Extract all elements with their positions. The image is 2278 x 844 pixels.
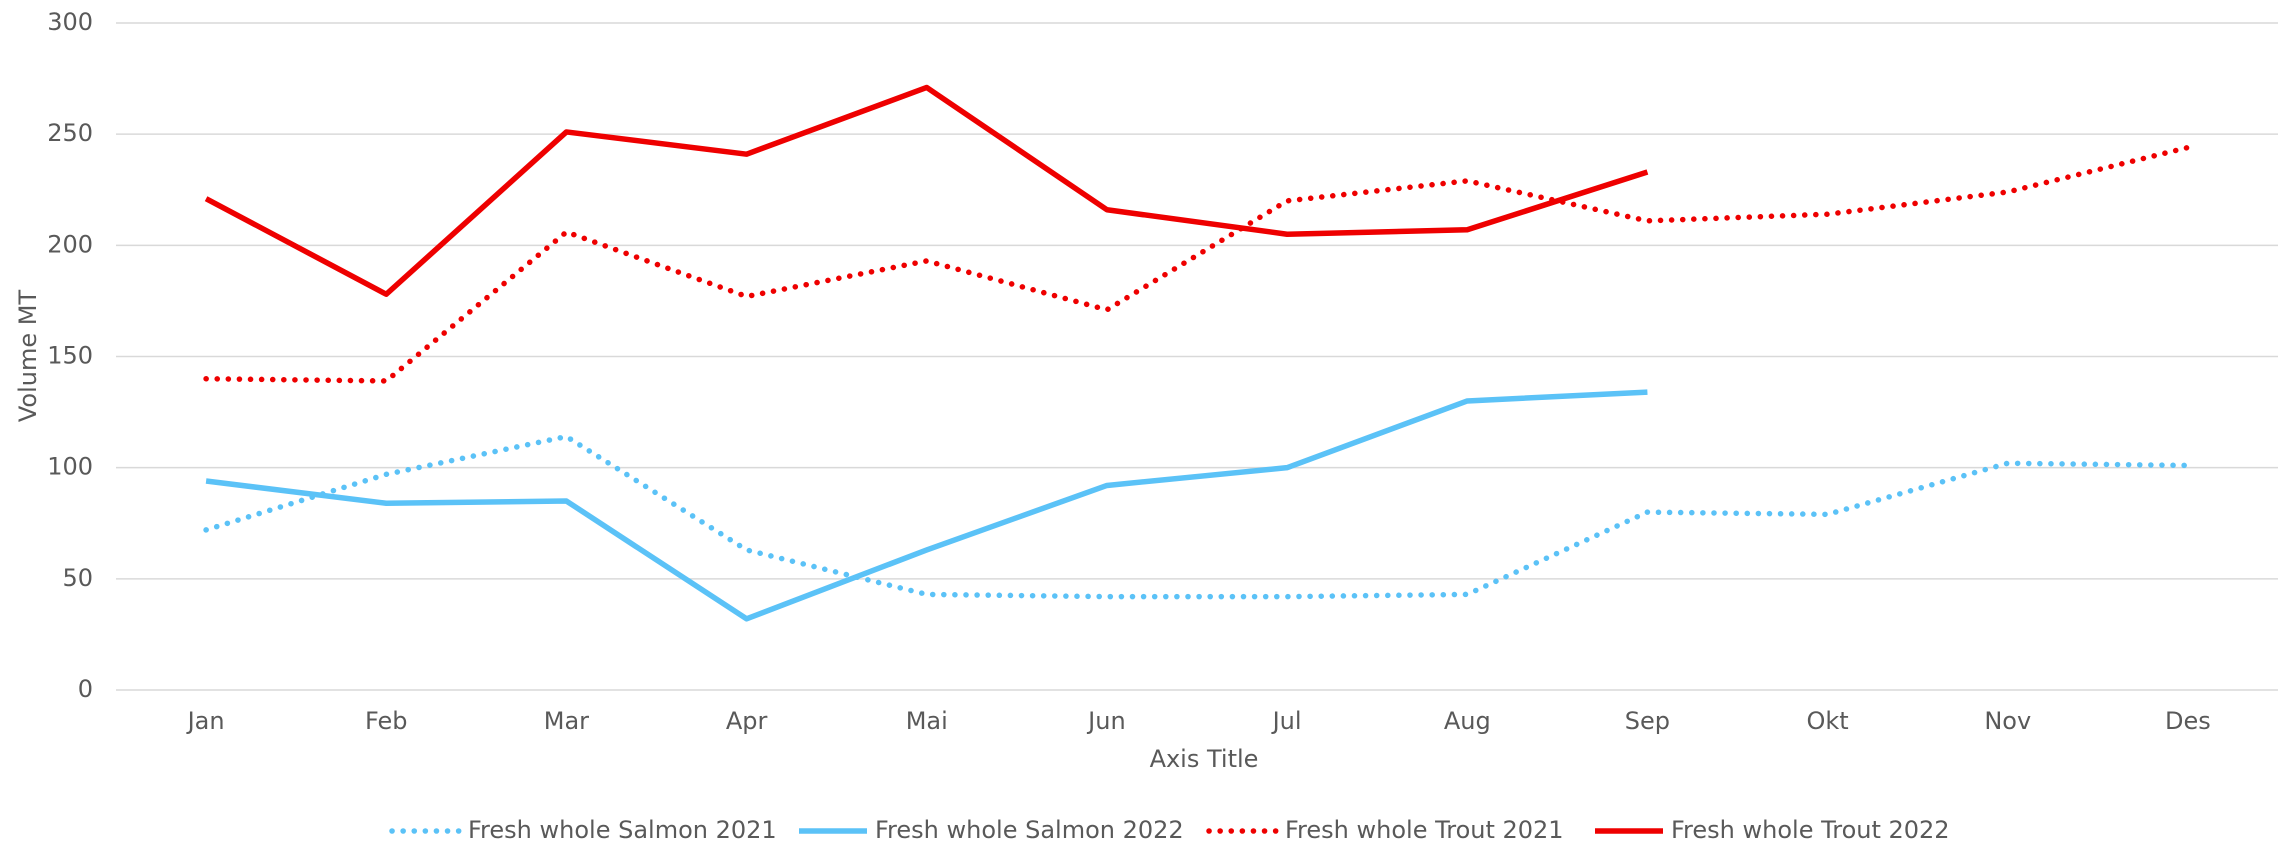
y-tick-label: 150 (47, 342, 93, 370)
y-tick-label: 50 (62, 564, 93, 592)
series-line (203, 144, 2191, 384)
y-tick-label: 200 (47, 230, 93, 258)
x-tick-label: Okt (1806, 707, 1848, 735)
series-line (203, 433, 2191, 600)
x-tick-label: Nov (1984, 707, 2031, 735)
x-axis-title: Axis Title (1150, 745, 1259, 773)
y-tick-label: 100 (47, 453, 93, 481)
series-line (204, 84, 1649, 297)
x-tick-label: Des (2165, 707, 2211, 735)
x-tick-label: Jun (1086, 707, 1126, 735)
legend-label: Fresh whole Trout 2021 (1285, 816, 1564, 844)
x-tick-label: Jan (186, 707, 225, 735)
series-line (205, 389, 1648, 622)
x-tick-label: Feb (365, 707, 408, 735)
y-tick-label: 300 (47, 8, 93, 36)
y-axis-title: Volume MT (14, 290, 42, 423)
legend-label: Fresh whole Salmon 2022 (875, 816, 1184, 844)
x-tick-label: Sep (1625, 707, 1670, 735)
legend-label: Fresh whole Salmon 2021 (468, 816, 777, 844)
y-tick-label: 0 (78, 675, 93, 703)
x-tick-label: Aug (1444, 707, 1491, 735)
x-tick-label: Mai (906, 707, 948, 735)
x-tick-label: Apr (726, 707, 768, 735)
legend-label: Fresh whole Trout 2022 (1671, 816, 1950, 844)
y-tick-label: 250 (47, 119, 93, 147)
x-tick-label: Mar (544, 707, 589, 735)
x-tick-label: Jul (1271, 707, 1302, 735)
